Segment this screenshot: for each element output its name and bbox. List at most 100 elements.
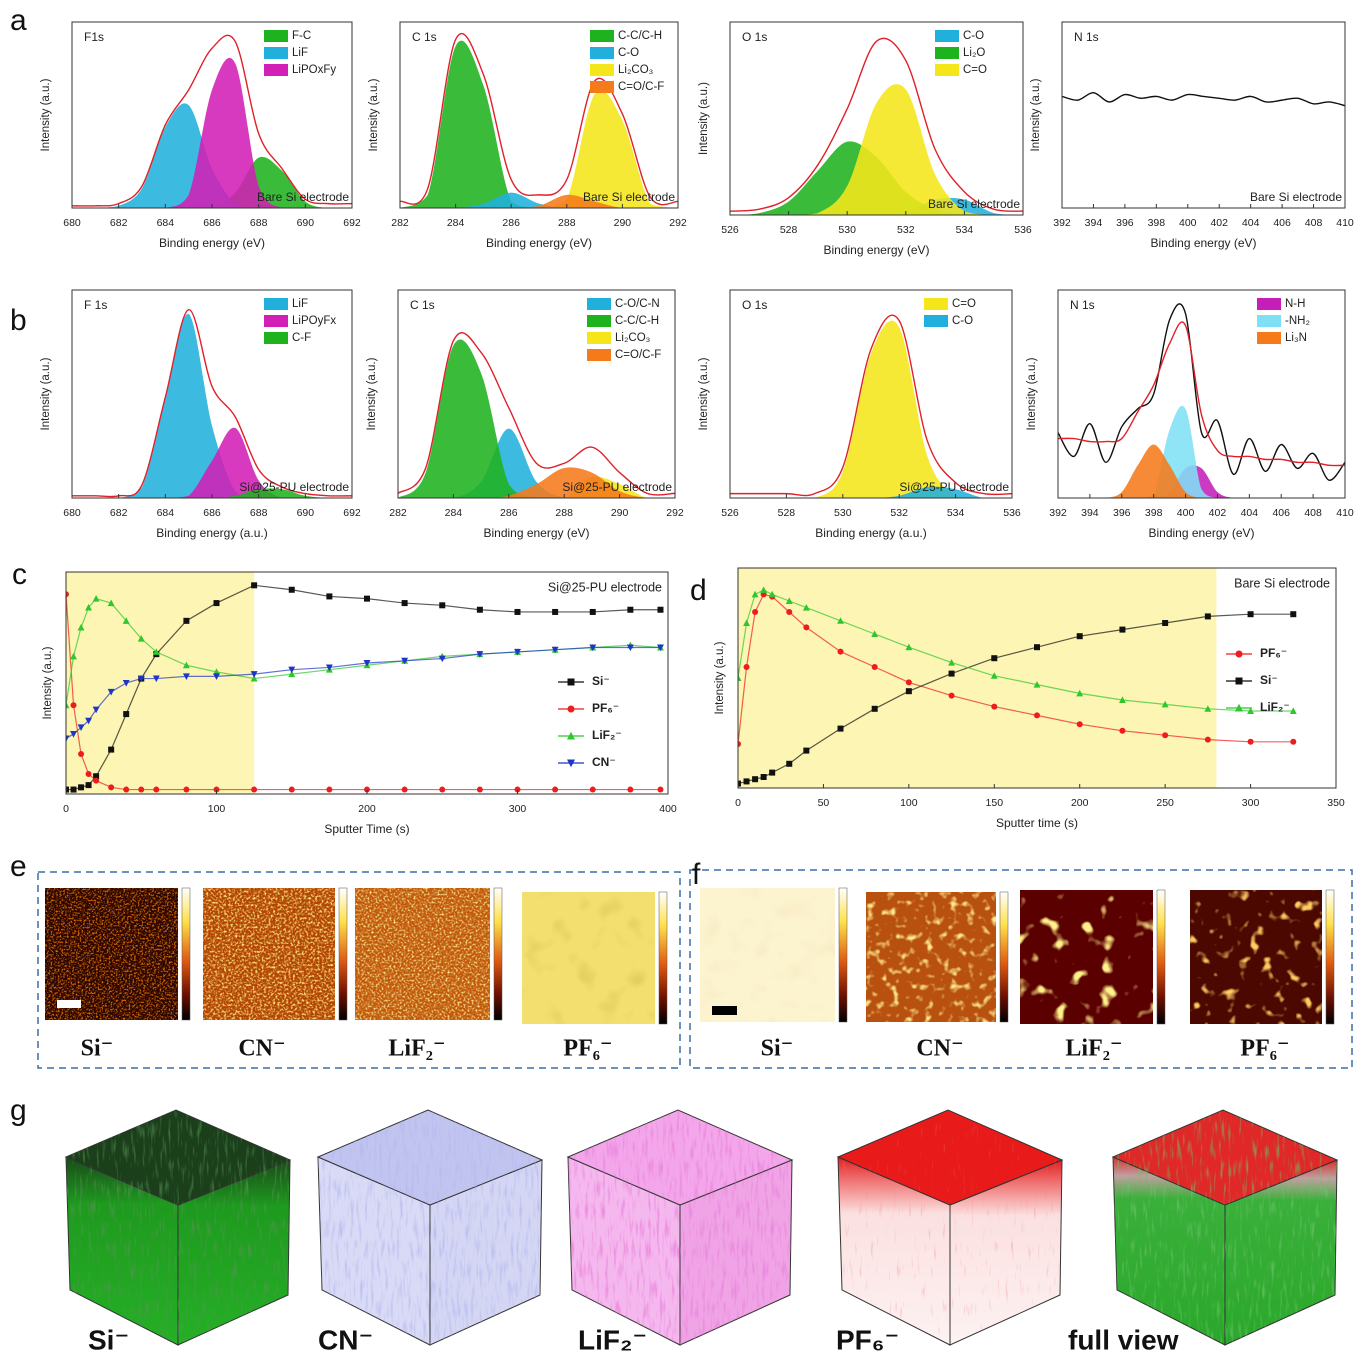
- data-point: [1077, 633, 1083, 639]
- sims-map: [355, 888, 502, 1020]
- map-texture: [522, 892, 655, 1024]
- x-axis-label: Sputter time (s): [996, 816, 1078, 830]
- data-point: [326, 593, 332, 599]
- x-tick-label: 690: [297, 507, 315, 519]
- x-tick-label: 282: [391, 217, 409, 229]
- data-point: [93, 778, 99, 784]
- x-axis-label: Binding energy (eV): [159, 236, 265, 250]
- legend-swatch: [264, 332, 288, 344]
- chart-title: O 1s: [742, 30, 767, 44]
- x-tick-label: 402: [1210, 217, 1228, 229]
- x-tick-label: 250: [1156, 797, 1174, 809]
- page: XPS and ToF-SIMS figure html, body { mar…: [0, 0, 1356, 1360]
- panel-label: f: [692, 858, 701, 891]
- legend-label: F-C: [292, 30, 311, 42]
- data-point: [838, 649, 844, 655]
- y-axis-label: Intensity (a.u.): [1030, 78, 1042, 151]
- x-tick-label: 406: [1272, 507, 1290, 519]
- data-point: [1034, 712, 1040, 718]
- x-tick-label: 292: [666, 507, 684, 519]
- map-texture: [1020, 890, 1153, 1024]
- legend-swatch: [590, 64, 614, 76]
- x-axis-label: Binding energy (eV): [483, 526, 589, 540]
- data-point: [786, 609, 792, 615]
- chart-title: C 1s: [410, 298, 435, 312]
- legend-label: C-F: [292, 332, 311, 344]
- x-tick-label: 402: [1209, 507, 1227, 519]
- panel-label: d: [690, 574, 707, 607]
- data-point: [752, 776, 758, 782]
- legend-label: C-C/C-H: [615, 315, 659, 327]
- data-point: [803, 624, 809, 630]
- x-tick-label: 0: [63, 803, 69, 815]
- map-label: CN⁻: [916, 1036, 963, 1062]
- data-point: [86, 782, 92, 788]
- x-tick-label: 528: [780, 224, 798, 236]
- data-point: [1205, 613, 1211, 619]
- x-tick-label: 684: [157, 507, 175, 519]
- x-tick-label: 286: [502, 217, 520, 229]
- data-point: [786, 761, 792, 767]
- y-axis-label: Intensity (a.u.): [40, 357, 52, 430]
- x-tick-label: 392: [1049, 507, 1067, 519]
- legend-label: N-H: [1285, 298, 1305, 310]
- x-tick-label: 526: [721, 507, 739, 519]
- body: { "panel_labels": ["a", "b", "c", "d", "…: [0, 0, 1356, 1360]
- legend-swatch: [590, 30, 614, 42]
- x-tick-label: 692: [343, 507, 361, 519]
- x-tick-label: 394: [1081, 507, 1099, 519]
- legend-label: Si⁻: [1260, 673, 1278, 687]
- data-point: [552, 787, 558, 793]
- sims-map: [203, 888, 347, 1020]
- legend-label: LiF₂⁻: [592, 728, 622, 742]
- sims-map: [522, 892, 667, 1024]
- x-axis-label: Binding energy (eV): [1150, 236, 1256, 250]
- colorbar: [1157, 890, 1165, 1024]
- x-tick-label: 200: [358, 803, 376, 815]
- colorbar: [839, 888, 847, 1022]
- data-point: [803, 748, 809, 754]
- x-tick-label: 150: [986, 797, 1004, 809]
- legend-swatch: [264, 47, 288, 59]
- x-tick-label: 406: [1273, 217, 1291, 229]
- scale-bar: [712, 1006, 737, 1015]
- annotation: Bare Si electrode: [1250, 190, 1342, 204]
- x-tick-label: 682: [110, 217, 128, 229]
- x-axis-label: Binding energy (eV): [823, 243, 929, 257]
- annotation: Bare Si electrode: [583, 190, 675, 204]
- x-tick-label: 528: [778, 507, 796, 519]
- y-axis-label: Intensity (a.u.): [1026, 357, 1038, 430]
- highlight-region: [66, 572, 254, 794]
- data-point: [477, 607, 483, 613]
- legend-label: CN⁻: [592, 755, 616, 769]
- legend-label: C-O/C-N: [615, 298, 660, 310]
- x-tick-label: 686: [203, 217, 221, 229]
- legend-label: -NH₂: [1285, 315, 1310, 327]
- data-point: [769, 770, 775, 776]
- legend-swatch: [935, 64, 959, 76]
- data-point: [1205, 737, 1211, 743]
- data-point: [183, 787, 189, 793]
- data-point: [251, 582, 257, 588]
- y-axis-label: Intensity (a.u.): [714, 641, 726, 714]
- data-point: [402, 787, 408, 793]
- annotation: Si@25-PU electrode: [562, 480, 672, 494]
- data-point: [78, 784, 84, 790]
- x-tick-label: 534: [947, 507, 965, 519]
- x-tick-label: 410: [1336, 217, 1354, 229]
- data-point: [991, 704, 997, 710]
- x-tick-label: 394: [1085, 217, 1103, 229]
- chart-title: F1s: [84, 30, 104, 44]
- x-tick-label: 300: [1242, 797, 1260, 809]
- legend-label: C-O: [952, 315, 973, 327]
- x-tick-label: 532: [897, 224, 915, 236]
- sims-map: [1020, 890, 1165, 1024]
- legend-swatch: [924, 315, 948, 327]
- legend-swatch: [264, 298, 288, 310]
- data-point: [515, 609, 521, 615]
- map-texture: [203, 888, 335, 1020]
- legend-swatch: [590, 81, 614, 93]
- x-tick-label: 292: [669, 217, 687, 229]
- x-tick-label: 200: [1071, 797, 1089, 809]
- data-point: [402, 600, 408, 606]
